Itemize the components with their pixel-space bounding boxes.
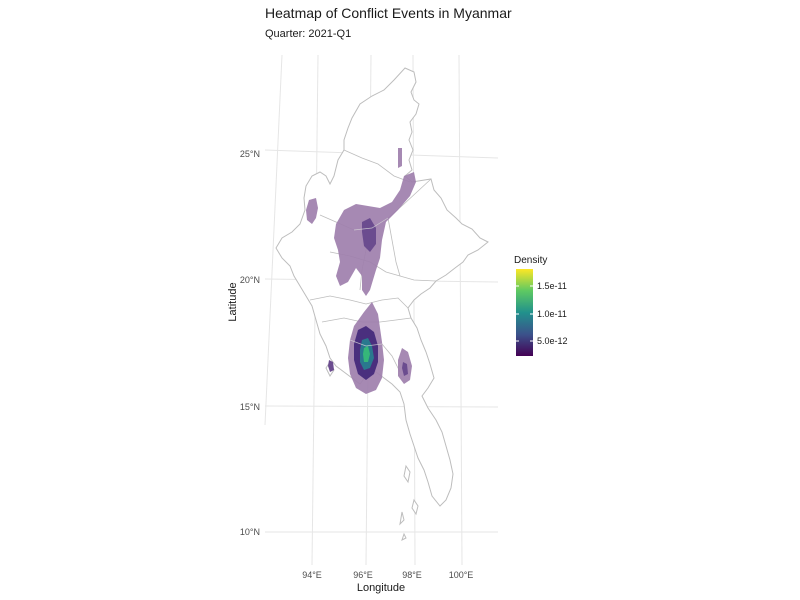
y-tick-label: 25°N — [240, 149, 260, 159]
gridline-lon-100 — [458, 54, 463, 566]
x-tick-label: 100°E — [449, 570, 474, 580]
density-region-north-mid — [362, 218, 376, 252]
legend: Density 1.5e-11 1.0e-11 5.0e-12 — [514, 255, 568, 356]
x-tick-label: 98°E — [402, 570, 422, 580]
country-map — [275, 67, 489, 541]
density-region-north-spike — [398, 148, 402, 168]
overlay-boundary-yangon — [349, 339, 383, 347]
boundary-magway — [309, 295, 409, 309]
coastal-islands — [399, 464, 419, 541]
x-axis-title: Longitude — [357, 582, 405, 594]
legend-break-label: 1.5e-11 — [537, 281, 567, 291]
chart-subtitle: Quarter: 2021-Q1 — [265, 28, 351, 40]
y-tick-label: 15°N — [240, 402, 260, 412]
y-tick-label: 10°N — [240, 527, 260, 537]
admin-boundaries-overlay — [349, 217, 389, 347]
y-axis: 25°N 20°N 15°N 10°N — [240, 149, 260, 537]
density-region-south-peak — [363, 346, 370, 362]
boundary-kachin — [343, 149, 411, 183]
gridline-lat-15 — [264, 405, 499, 408]
overlay-boundary-sagaing — [353, 217, 389, 231]
legend-break-label: 1.0e-11 — [537, 309, 567, 319]
density-region-nw — [306, 198, 318, 224]
x-tick-label: 94°E — [302, 570, 322, 580]
legend-title: Density — [514, 255, 547, 266]
x-tick-label: 96°E — [353, 570, 373, 580]
myanmar-outline — [275, 67, 489, 507]
y-axis-title: Latitude — [227, 282, 239, 321]
gridline-lon-98 — [412, 54, 416, 566]
density-layer — [306, 148, 416, 394]
density-region-east-inner — [402, 362, 408, 376]
y-tick-label: 20°N — [240, 275, 260, 285]
x-axis: 94°E 96°E 98°E 100°E — [302, 570, 473, 580]
chart-title: Heatmap of Conflict Events in Myanmar — [265, 5, 512, 21]
legend-ticks — [516, 285, 533, 342]
legend-colorbar — [516, 269, 533, 356]
gridline-lon-93 — [264, 54, 283, 426]
boundary-shan-west — [387, 217, 401, 277]
density-region-west — [328, 360, 334, 372]
legend-break-label: 5.0e-12 — [537, 336, 568, 346]
